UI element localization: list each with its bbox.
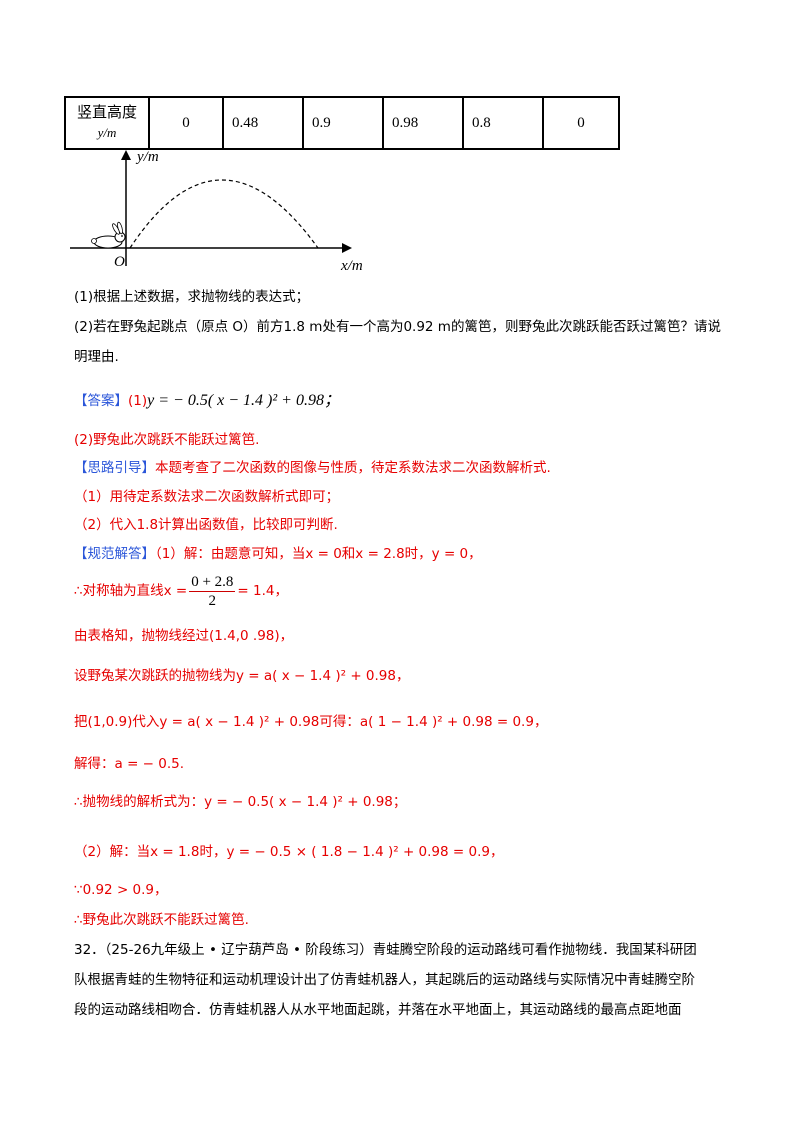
- answer-part-1-prefix: (1): [128, 393, 148, 409]
- next-problem-line-1: 32．（25-26九年级上 • 辽宁葫芦岛 • 阶段练习）青蛙腾空阶段的运动路线…: [74, 942, 697, 958]
- hint-text: 本题考查了二次函数的图像与性质，待定系数法求二次函数解析式.: [155, 460, 551, 476]
- y-axis-arrow-icon: [121, 150, 131, 160]
- fraction-numerator: 0 + 2.8: [189, 573, 236, 592]
- hint-step-1: （1）用待定系数法求二次函数解析式即可；: [74, 489, 340, 505]
- table-cell: 0.98: [382, 96, 464, 150]
- hint-step-2: （2）代入1.8计算出函数值，比较即可判断.: [74, 517, 338, 533]
- answer-part-2: (2)野兔此次跳跃不能跃过篱笆.: [74, 432, 260, 448]
- question-part-2-line-2: 明理由.: [74, 349, 119, 365]
- solution-step-8: （2）解：当x = 1.8时，y = − 0.5 × ( 1.8 − 1.4 )…: [74, 844, 504, 860]
- table-header-cell: 竖直高度 y/m: [64, 96, 150, 150]
- x-axis-arrow-icon: [342, 243, 352, 253]
- table-cell: 0: [542, 96, 620, 150]
- table-header-unit: y/m: [97, 125, 117, 140]
- parabola-graph: y/m O x/m: [70, 149, 363, 274]
- solution-step-2: ∴对称轴为直线x = 0 + 2.8 2 = 1.4，: [74, 572, 288, 610]
- fraction: 0 + 2.8 2: [189, 573, 236, 610]
- answer-tag: 【答案】: [74, 393, 128, 409]
- height-table: 竖直高度 y/m 0 0.48 0.9 0.98 0.8 0: [64, 96, 620, 150]
- solution-step-7: ∴抛物线的解析式为：y = − 0.5( x − 1.4 )² + 0.98；: [74, 794, 407, 810]
- question-part-2-line-1: (2)若在野兔起跳点（原点 O）前方1.8 m处有一个高为0.92 m的篱笆，则…: [74, 319, 721, 335]
- hint-tag: 【思路引导】: [74, 460, 155, 476]
- rabbit-icon: [91, 221, 126, 249]
- hint-line: 【思路引导】本题考查了二次函数的图像与性质，待定系数法求二次函数解析式.: [74, 456, 551, 476]
- table-header-label: 竖直高度: [76, 105, 137, 121]
- solution-step-1: （1）解：由题意可知，当x = 0和x = 2.8时，y = 0，: [155, 546, 482, 562]
- origin-label: O: [114, 254, 125, 270]
- solution-step-4: 设野兔某次跳跃的抛物线为y = a( x − 1.4 )² + 0.98，: [74, 668, 410, 684]
- table-cell: 0.8: [462, 96, 544, 150]
- x-axis-label: x/m: [340, 258, 363, 274]
- solution-step-10: ∴野兔此次跳跃不能跃过篱笆.: [74, 912, 249, 928]
- solution-tag: 【规范解答】: [74, 546, 155, 562]
- y-axis-label: y/m: [135, 149, 159, 165]
- table-cell: 0.9: [302, 96, 384, 150]
- parabola-curve: [129, 179, 319, 249]
- solution-step-9: ∵0.92 > 0.9，: [74, 882, 168, 898]
- fraction-denominator: 2: [208, 592, 217, 609]
- table-row: 竖直高度 y/m 0 0.48 0.9 0.98 0.8 0: [64, 96, 620, 150]
- solution-step-2-suffix: = 1.4，: [237, 583, 288, 599]
- question-part-1: (1)根据上述数据，求抛物线的表达式；: [74, 289, 310, 305]
- table-cell: 0: [148, 96, 224, 150]
- table-cell: 0.48: [222, 96, 304, 150]
- solution-step-3: 由表格知，抛物线经过(1.4,0 .98)，: [74, 628, 294, 644]
- answer-line-1: 【答案】(1)y = − 0.5( x − 1.4 )² + 0.98；: [74, 386, 340, 410]
- answer-part-1-expr: y = − 0.5( x − 1.4 )² + 0.98；: [147, 392, 340, 409]
- solution-step-6: 解得：a = − 0.5.: [74, 756, 185, 772]
- next-problem-line-3: 段的运动路线相吻合．仿青蛙机器人从水平地面起跳，并落在水平地面上，其运动路线的最…: [74, 1002, 682, 1018]
- next-problem-line-2: 队根据青蛙的生物特征和运动机理设计出了仿青蛙机器人，其起跳后的运动路线与实际情况…: [74, 972, 695, 988]
- solution-step-5: 把(1,0.9)代入y = a( x − 1.4 )² + 0.98可得：a( …: [74, 714, 548, 730]
- solution-line-1: 【规范解答】（1）解：由题意可知，当x = 0和x = 2.8时，y = 0，: [74, 542, 482, 562]
- solution-step-2-prefix: ∴对称轴为直线x =: [74, 583, 188, 599]
